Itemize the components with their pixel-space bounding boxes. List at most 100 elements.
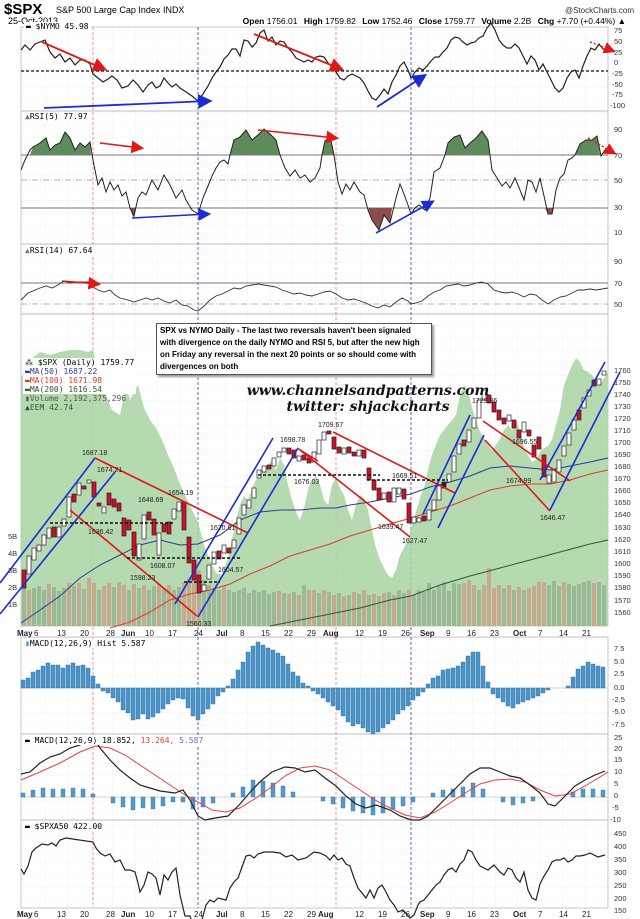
svg-text:1700: 1700 [614, 438, 631, 447]
macd-hist-bars [20, 641, 606, 735]
ohlc-summary: Open 1756.01 High 1759.82 Low 1752.46 Cl… [239, 16, 626, 26]
svg-text:1620: 1620 [614, 535, 631, 544]
line-legend-icon: ▬ [25, 822, 35, 831]
high-value: 1759.82 [325, 16, 356, 26]
line-legend-icon: ▬ [26, 22, 36, 31]
area-legend-icon: ▲ [25, 403, 30, 412]
svg-text:-5: -5 [612, 803, 619, 812]
svg-text:1604.57: 1604.57 [218, 567, 243, 574]
svg-text:1760: 1760 [614, 366, 631, 375]
legend-main: ⁂ $SPX (Daily) 1759.77 [23, 358, 137, 367]
svg-text:-25: -25 [612, 69, 623, 78]
svg-text:-100: -100 [610, 101, 625, 110]
svg-text:8: 8 [240, 910, 245, 919]
svg-text:1560: 1560 [614, 608, 631, 617]
svg-text:1750: 1750 [614, 378, 631, 387]
macd-y-axis: 25 20 15 10 5 0 -5 -10 [610, 733, 622, 824]
area-legend-icon: ▲ [25, 112, 30, 121]
bar-legend-icon: ▮ [25, 639, 30, 648]
svg-text:1660: 1660 [614, 486, 631, 495]
svg-text:1720: 1720 [614, 414, 631, 423]
legend-ma50: ▬MA(50) 1687.22 [23, 367, 137, 376]
svg-text:1698.78: 1698.78 [280, 437, 305, 444]
svg-text:1740: 1740 [614, 390, 631, 399]
bar-legend-icon: ▮ [25, 394, 30, 403]
svg-text:7: 7 [538, 910, 543, 919]
rsi5-legend-text: RSI(5) 77.97 [29, 112, 88, 121]
svg-text:1639.47: 1639.47 [378, 524, 403, 531]
svg-text:15: 15 [614, 755, 622, 764]
svg-text:1598.23: 1598.23 [130, 575, 155, 582]
svg-text:6: 6 [34, 910, 39, 919]
svg-text:1640: 1640 [614, 510, 631, 519]
svg-text:1674.21: 1674.21 [97, 467, 122, 474]
watermark-twitter: twitter: shjackcharts [286, 399, 450, 415]
svg-text:Jun: Jun [121, 629, 135, 638]
svg-text:16: 16 [467, 629, 476, 638]
legend-ma200-text: MA(200) 1616.54 [29, 385, 103, 394]
svg-text:-5.0: -5.0 [612, 707, 625, 716]
svg-text:-7.5: -7.5 [612, 720, 625, 729]
svg-text:16: 16 [467, 910, 476, 919]
legend-eem-text: EEM 42.74 [29, 403, 74, 412]
svg-text:50: 50 [614, 176, 622, 185]
svg-text:Jun: Jun [121, 910, 135, 919]
svg-text:1710: 1710 [614, 426, 631, 435]
svg-text:22: 22 [284, 629, 293, 638]
svg-text:14: 14 [559, 629, 568, 638]
svg-text:Oct: Oct [513, 629, 527, 638]
svg-text:Oct: Oct [513, 910, 527, 919]
svg-text:1729.86: 1729.86 [472, 398, 497, 405]
svg-text:14: 14 [559, 910, 568, 919]
svg-text:Aug: Aug [323, 629, 339, 638]
close-label: Close [418, 16, 442, 26]
svg-text:5B: 5B [8, 532, 17, 541]
svg-text:19: 19 [378, 629, 387, 638]
svg-text:8: 8 [240, 629, 245, 638]
svg-text:Aug: Aug [318, 910, 334, 919]
svg-text:1636.42: 1636.42 [88, 529, 113, 536]
price-callouts: 1687.18 1674.21 1648.69 1654.19 1636.42 160… [82, 398, 565, 628]
svg-text:Jul: Jul [216, 910, 228, 919]
svg-text:21: 21 [582, 910, 591, 919]
svg-text:3B: 3B [8, 566, 17, 575]
legend-eem: ▲EEM 42.74 [23, 403, 136, 412]
line-legend-icon: ▬ [25, 736, 35, 745]
svg-text:24: 24 [194, 629, 203, 638]
svg-text:9: 9 [446, 629, 451, 638]
svg-text:10: 10 [145, 629, 154, 638]
svg-text:26: 26 [401, 629, 410, 638]
svg-text:7: 7 [538, 629, 543, 638]
svg-text:Sep: Sep [420, 910, 435, 919]
volume-y-axis: 5B 4B 3B 2B 1B [8, 532, 17, 609]
svg-text:22: 22 [284, 910, 293, 919]
svg-text:1627.47: 1627.47 [402, 538, 427, 545]
svg-text:1560.33: 1560.33 [186, 621, 211, 628]
svg-text:17: 17 [168, 629, 177, 638]
svg-text:10: 10 [614, 767, 622, 776]
svg-text:1570: 1570 [614, 596, 631, 605]
svg-text:450: 450 [614, 829, 627, 838]
spxa50-y-axis: 450 400 350 300 250 200 150 [614, 829, 627, 915]
svg-text:250: 250 [614, 881, 627, 890]
svg-text:May: May [17, 910, 33, 919]
exchange: INDX [162, 5, 185, 15]
svg-text:350: 350 [614, 855, 627, 864]
date-axis-top: May 6 13 20 28 Jun 10 17 24 Jul 8 15 22 29 Aug 12 19 26 Se… [17, 629, 591, 638]
svg-text:1696.55: 1696.55 [512, 439, 537, 446]
svg-text:2B: 2B [8, 583, 17, 592]
open-label: Open [242, 16, 265, 26]
macd-hist-y-axis: 7.5 5.0 2.5 0.0 -2.5 -5.0 -7.5 [612, 644, 625, 729]
svg-text:7.5: 7.5 [614, 644, 624, 653]
legend-ma200: ▬MA(200) 1616.54 [23, 385, 137, 394]
svg-text:300: 300 [614, 868, 627, 877]
rsi14-legend-text: RSI(14) 67.64 [29, 246, 93, 255]
svg-text:6: 6 [34, 629, 39, 638]
svg-text:1687.18: 1687.18 [82, 450, 107, 457]
svg-text:2.5: 2.5 [614, 669, 624, 678]
rsi14-y-axis: 90 70 50 [614, 257, 622, 309]
source-credit: @StockCharts.com [564, 6, 634, 15]
svg-text:29: 29 [307, 629, 316, 638]
svg-text:1674.99: 1674.99 [506, 478, 531, 485]
svg-text:26: 26 [401, 910, 410, 919]
